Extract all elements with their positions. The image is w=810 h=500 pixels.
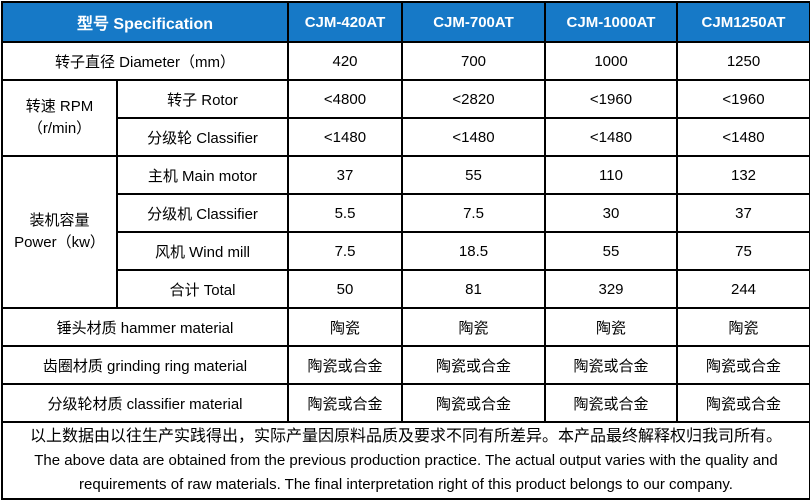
grinding-ring-material-value-700at: 陶瓷或合金	[401, 345, 546, 385]
rotor-value-1250at: <1960	[676, 79, 810, 119]
diameter-value-420at: 420	[287, 41, 403, 81]
diameter-value-1000at: 1000	[544, 41, 678, 81]
wind-mill-value-420at: 7.5	[287, 231, 403, 271]
hammer-material-label: 锤头材质 hammer material	[1, 307, 289, 347]
classifier-rpm-value-1250at: <1480	[676, 117, 810, 157]
diameter-value-1250at: 1250	[676, 41, 810, 81]
rotor-value-1000at: <1960	[544, 79, 678, 119]
table-header-row: 型号 Specification CJM-420AT CJM-700AT CJM…	[1, 1, 810, 43]
wind-mill-label: 风机 Wind mill	[116, 231, 289, 271]
main-motor-value-1000at: 110	[544, 155, 678, 195]
grinding-ring-material-value-1250at: 陶瓷或合金	[676, 345, 810, 385]
classifier-rpm-label: 分级轮 Classifier	[116, 117, 289, 157]
rpm-group-label-unit: （r/min）	[27, 120, 92, 137]
row-hammer-material: 锤头材质 hammer material 陶瓷 陶瓷 陶瓷 陶瓷	[1, 307, 810, 347]
model-header-cjm-700at: CJM-700AT	[401, 1, 546, 43]
wind-mill-value-700at: 18.5	[401, 231, 546, 271]
power-group-label-zh: 装机容量	[29, 212, 90, 229]
row-wind-mill: 风机 Wind mill 7.5 18.5 55 75	[2, 231, 810, 271]
row-main-motor: 装机容量 Power（kw） 主机 Main motor 37 55 110 1…	[1, 155, 810, 309]
total-value-700at: 81	[401, 269, 546, 309]
total-value-1250at: 244	[676, 269, 810, 309]
hammer-material-value-700at: 陶瓷	[401, 307, 546, 347]
hammer-material-value-1000at: 陶瓷	[544, 307, 678, 347]
total-value-1000at: 329	[544, 269, 678, 309]
row-classifier-power: 分级机 Classifier 5.5 7.5 30 37	[2, 193, 810, 233]
classifier-rpm-value-420at: <1480	[287, 117, 403, 157]
row-diameter: 转子直径 Diameter（mm） 420 700 1000 1250	[1, 41, 810, 81]
power-group-label-unit: Power（kw）	[14, 234, 105, 251]
model-header-cjm-420at: CJM-420AT	[287, 1, 403, 43]
classifier-material-value-420at: 陶瓷或合金	[287, 383, 403, 423]
total-value-420at: 50	[287, 269, 403, 309]
row-classifier-rpm: 分级轮 Classifier <1480 <1480 <1480 <1480	[2, 117, 810, 157]
model-header-cjm1250at: CJM1250AT	[676, 1, 810, 43]
classifier-material-label: 分级轮材质 classifier material	[1, 383, 289, 423]
rotor-value-420at: <4800	[287, 79, 403, 119]
footer-note-en-line2: requirements of raw materials. The final…	[79, 476, 733, 493]
row-grinding-ring-material: 齿圈材质 grinding ring material 陶瓷或合金 陶瓷或合金 …	[1, 345, 810, 385]
hammer-material-value-1250at: 陶瓷	[676, 307, 810, 347]
main-motor-value-420at: 37	[287, 155, 403, 195]
classifier-power-value-1000at: 30	[544, 193, 678, 233]
rotor-value-700at: <2820	[401, 79, 546, 119]
row-footer-note: 以上数据由以往生产实践得出，实际产量因原料品质及要求不同有所差异。本产品最终解释…	[1, 421, 810, 500]
power-group-label: 装机容量 Power（kw）	[1, 155, 118, 309]
classifier-rpm-value-1000at: <1480	[544, 117, 678, 157]
classifier-material-value-1000at: 陶瓷或合金	[544, 383, 678, 423]
row-classifier-material: 分级轮材质 classifier material 陶瓷或合金 陶瓷或合金 陶瓷…	[1, 383, 810, 423]
classifier-power-value-1250at: 37	[676, 193, 810, 233]
classifier-rpm-value-700at: <1480	[401, 117, 546, 157]
row-total: 合计 Total 50 81 329 244	[2, 269, 810, 309]
footer-note-cell: 以上数据由以往生产实践得出，实际产量因原料品质及要求不同有所差异。本产品最终解释…	[1, 421, 810, 500]
classifier-power-label: 分级机 Classifier	[116, 193, 289, 233]
wind-mill-value-1250at: 75	[676, 231, 810, 271]
main-motor-value-1250at: 132	[676, 155, 810, 195]
diameter-label: 转子直径 Diameter（mm）	[1, 41, 289, 81]
spec-header-cell: 型号 Specification	[1, 1, 289, 43]
rotor-label: 转子 Rotor	[116, 79, 289, 119]
main-motor-label: 主机 Main motor	[116, 155, 289, 195]
classifier-power-value-700at: 7.5	[401, 193, 546, 233]
classifier-power-value-420at: 5.5	[287, 193, 403, 233]
total-label: 合计 Total	[116, 269, 289, 309]
classifier-material-value-1250at: 陶瓷或合金	[676, 383, 810, 423]
row-rotor-rpm: 转速 RPM （r/min） 转子 Rotor <4800 <2820 <196…	[1, 79, 810, 157]
grinding-ring-material-label: 齿圈材质 grinding ring material	[1, 345, 289, 385]
rpm-group-label: 转速 RPM （r/min）	[1, 79, 118, 157]
footer-note-zh: 以上数据由以往生产实践得出，实际产量因原料品质及要求不同有所差异。本产品最终解释…	[29, 428, 782, 445]
classifier-material-value-700at: 陶瓷或合金	[401, 383, 546, 423]
hammer-material-value-420at: 陶瓷	[287, 307, 403, 347]
model-header-cjm-1000at: CJM-1000AT	[544, 1, 678, 43]
diameter-value-700at: 700	[401, 41, 546, 81]
rpm-group-label-zh: 转速 RPM	[25, 98, 94, 115]
footer-note-en-line1: The above data are obtained from the pre…	[34, 452, 778, 469]
grinding-ring-material-value-1000at: 陶瓷或合金	[544, 345, 678, 385]
main-motor-value-700at: 55	[401, 155, 546, 195]
wind-mill-value-1000at: 55	[544, 231, 678, 271]
grinding-ring-material-value-420at: 陶瓷或合金	[287, 345, 403, 385]
